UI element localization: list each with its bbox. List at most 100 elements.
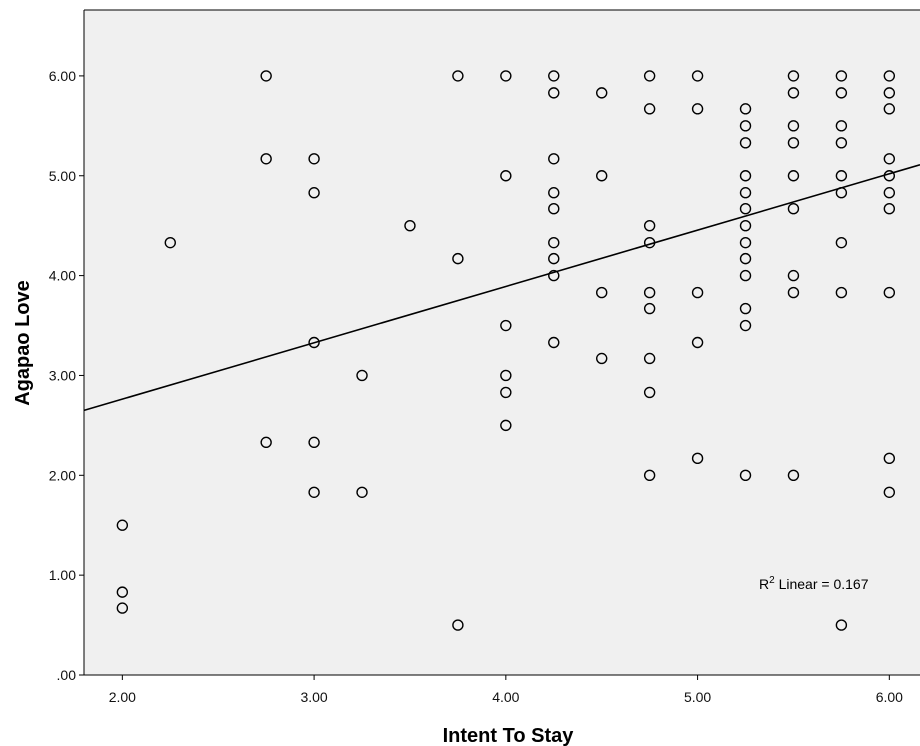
regression-line <box>83 163 920 412</box>
data-point <box>643 302 656 315</box>
data-point <box>596 352 608 365</box>
data-point <box>308 187 320 199</box>
data-point <box>452 252 464 265</box>
data-point <box>739 236 752 249</box>
data-point <box>548 236 560 249</box>
data-point <box>691 103 704 115</box>
data-point <box>404 219 416 232</box>
x-tick-label: 5.00 <box>684 689 711 705</box>
data-point <box>883 452 896 465</box>
data-point <box>787 286 800 299</box>
data-point <box>691 286 704 299</box>
data-point <box>835 137 848 149</box>
x-tick-label: 3.00 <box>300 689 327 705</box>
data-point <box>739 103 752 115</box>
data-point <box>739 137 752 149</box>
data-point <box>500 70 512 82</box>
data-point <box>548 70 560 82</box>
data-point <box>548 269 560 282</box>
data-point <box>356 369 368 382</box>
data-point <box>548 153 560 165</box>
data-point <box>643 236 656 249</box>
y-tick-label: .00 <box>57 667 77 683</box>
data-point <box>500 319 512 332</box>
data-point <box>643 469 656 482</box>
data-point <box>787 469 800 482</box>
data-point <box>835 70 848 82</box>
r-squared-prefix: R <box>759 576 769 592</box>
r-squared-superscript: 2 <box>769 575 775 586</box>
data-point <box>643 352 656 365</box>
data-point <box>116 602 129 614</box>
data-point <box>548 203 560 215</box>
data-points <box>116 70 896 631</box>
data-point <box>548 252 560 265</box>
data-point <box>691 70 704 82</box>
data-point <box>452 619 464 631</box>
data-point <box>739 203 752 215</box>
data-point <box>739 319 752 332</box>
data-point <box>739 252 752 265</box>
data-point <box>116 586 129 598</box>
data-point <box>643 103 656 115</box>
data-point <box>835 619 848 631</box>
data-point <box>835 170 848 182</box>
y-tick-label: 6.00 <box>49 68 76 84</box>
data-point <box>835 87 848 99</box>
data-point <box>500 386 512 399</box>
data-point <box>787 170 800 182</box>
data-point <box>548 187 560 199</box>
data-point <box>883 70 896 82</box>
data-point <box>596 87 608 99</box>
data-point <box>643 219 656 232</box>
data-point <box>739 120 752 132</box>
data-point <box>500 170 512 182</box>
data-point <box>308 153 320 165</box>
x-tick-label: 4.00 <box>492 689 519 705</box>
data-point <box>260 70 272 82</box>
data-point <box>883 87 896 99</box>
data-point <box>596 286 608 299</box>
y-axis-ticks: .00 1.00 2.00 3.00 4.00 5.00 6.00 <box>49 68 84 683</box>
data-point <box>883 103 896 115</box>
data-point <box>643 386 656 399</box>
data-point <box>452 70 464 82</box>
data-point <box>548 336 560 349</box>
r-squared-text: Linear = 0.167 <box>775 576 869 592</box>
data-point <box>739 269 752 282</box>
data-point <box>787 120 800 132</box>
data-point <box>739 469 752 482</box>
data-point <box>835 187 848 199</box>
y-tick-label: 1.00 <box>49 567 76 583</box>
data-point <box>787 269 800 282</box>
data-point <box>883 153 896 165</box>
data-point <box>164 236 176 249</box>
data-point <box>691 452 704 465</box>
data-point <box>691 336 704 349</box>
y-tick-label: 2.00 <box>49 467 76 483</box>
data-point <box>835 286 848 299</box>
data-point <box>883 203 896 215</box>
data-point <box>596 170 608 182</box>
data-point <box>739 170 752 182</box>
data-point <box>500 419 512 432</box>
data-point <box>260 436 272 449</box>
y-tick-label: 4.00 <box>49 268 76 284</box>
data-point <box>308 486 320 498</box>
x-tick-label: 2.00 <box>109 689 136 705</box>
data-point <box>260 153 272 165</box>
data-point <box>883 170 896 182</box>
x-axis-title: Intent To Stay <box>443 725 575 746</box>
data-point <box>787 87 800 99</box>
data-point <box>739 187 752 199</box>
r-squared-annotation: R2 Linear = 0.167 <box>759 575 869 592</box>
data-point <box>739 302 752 315</box>
data-point <box>548 87 560 99</box>
data-point <box>739 219 752 232</box>
data-point <box>835 236 848 249</box>
data-point <box>883 486 896 498</box>
y-tick-label: 5.00 <box>49 168 76 184</box>
data-point <box>116 519 129 531</box>
data-point <box>787 137 800 149</box>
